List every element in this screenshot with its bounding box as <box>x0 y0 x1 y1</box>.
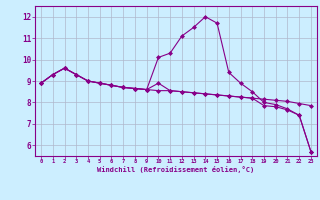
X-axis label: Windchill (Refroidissement éolien,°C): Windchill (Refroidissement éolien,°C) <box>97 166 255 173</box>
